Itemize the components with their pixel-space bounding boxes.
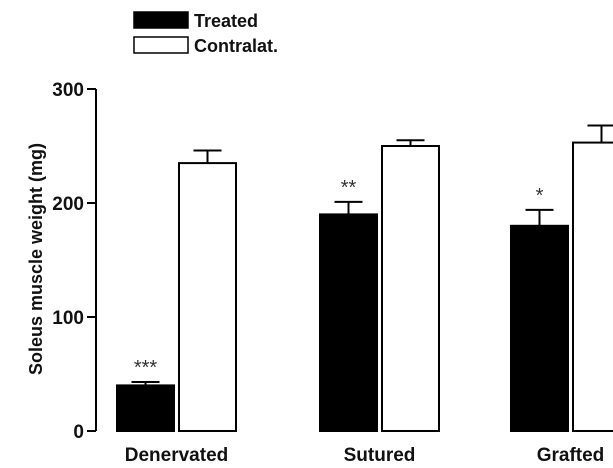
x-axis-labels: Denervated Sutured Grafted [125, 445, 605, 466]
y-tick-label: 200 [52, 194, 84, 215]
legend-item-treated: Treated [133, 11, 258, 31]
x-tick-label-denervated: Denervated [125, 445, 229, 466]
bar-treated-grafted [510, 224, 569, 432]
legend-swatch-treated [133, 11, 189, 29]
bar-contralat-grafted [572, 141, 613, 433]
bar-treated-denervated [116, 384, 175, 432]
bar-contralat-sutured [381, 145, 440, 432]
bar-treated-sutured [319, 213, 378, 432]
legend-label-contralat: Contralat. [194, 36, 278, 56]
bars: ***** * [116, 124, 613, 433]
legend-label-treated: Treated [194, 11, 258, 31]
y-tick-label: 0 [73, 422, 84, 443]
x-tick-label-grafted: Grafted [537, 445, 605, 466]
bar-contralat-denervated [178, 162, 237, 432]
significance-marker: * [536, 185, 544, 207]
significance-marker: ** [341, 177, 357, 199]
y-axis-ticks: 0 100 200 300 [52, 80, 96, 443]
legend: Treated Contralat. [133, 11, 278, 56]
y-tick-label: 300 [52, 80, 84, 101]
legend-swatch-contralat [133, 36, 189, 54]
x-tick-label-sutured: Sutured [344, 445, 416, 466]
legend-item-contralat: Contralat. [133, 36, 278, 56]
significance-marker: *** [134, 357, 158, 379]
y-tick-label: 100 [52, 308, 84, 329]
y-axis-title: Soleus muscle weight (mg) [26, 143, 46, 375]
